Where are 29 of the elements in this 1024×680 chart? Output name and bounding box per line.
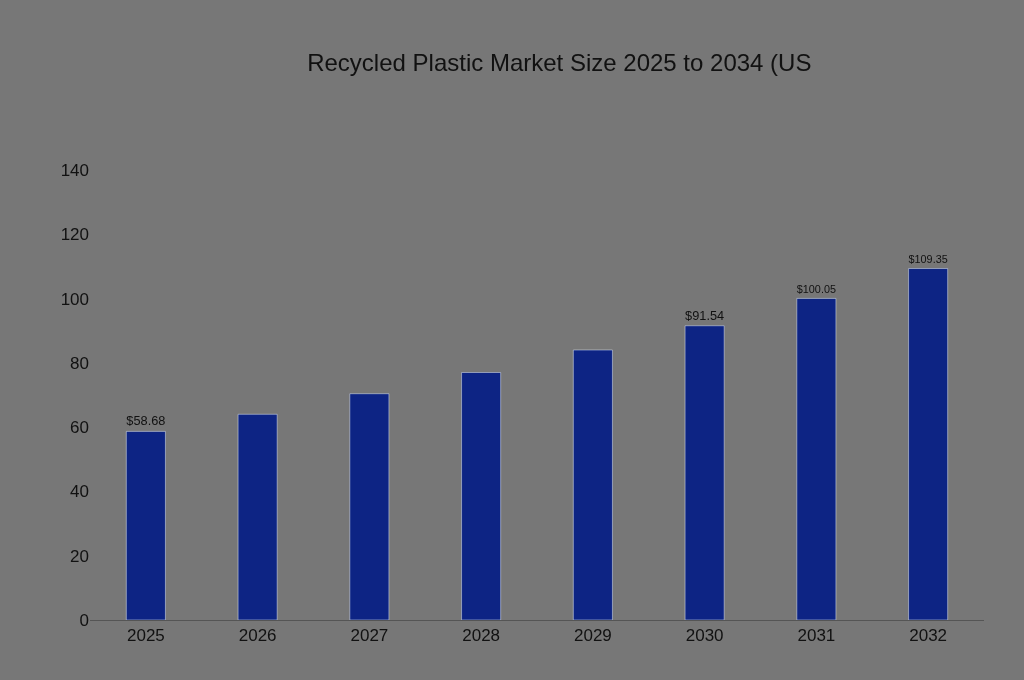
bar [349, 393, 390, 620]
y-tick-label: 20 [70, 546, 89, 566]
data-label: $100.05 [796, 282, 836, 295]
bar [573, 349, 613, 620]
data-label: $58.68 [126, 413, 166, 429]
y-tick-label: 120 [60, 225, 89, 245]
bar [684, 325, 725, 620]
bar [796, 298, 837, 620]
y-tick-label: 60 [70, 418, 89, 438]
bar [461, 372, 501, 620]
y-tick-label: 140 [60, 160, 89, 180]
x-tick-label: 2026 [238, 626, 277, 646]
y-tick-label: 100 [60, 289, 89, 309]
bar [908, 268, 948, 620]
y-tick-label: 0 [79, 610, 89, 630]
x-tick-label: 2028 [462, 626, 501, 646]
x-tick-label: 2030 [685, 626, 724, 646]
x-tick-label: 2027 [350, 626, 389, 646]
bar [237, 414, 278, 620]
chart-title: Recycled Plastic Market Size 2025 to 2034 (US [307, 49, 812, 77]
y-tick-label: 80 [70, 353, 89, 373]
bar [126, 431, 166, 620]
x-tick-label: 2025 [126, 626, 165, 646]
x-tick-label: 2031 [797, 626, 836, 646]
x-tick-label: 2032 [909, 626, 948, 646]
x-tick-label: 2029 [573, 626, 612, 646]
data-label: $91.54 [685, 307, 725, 323]
y-tick-label: 40 [70, 482, 89, 502]
data-label: $109.35 [908, 252, 948, 265]
